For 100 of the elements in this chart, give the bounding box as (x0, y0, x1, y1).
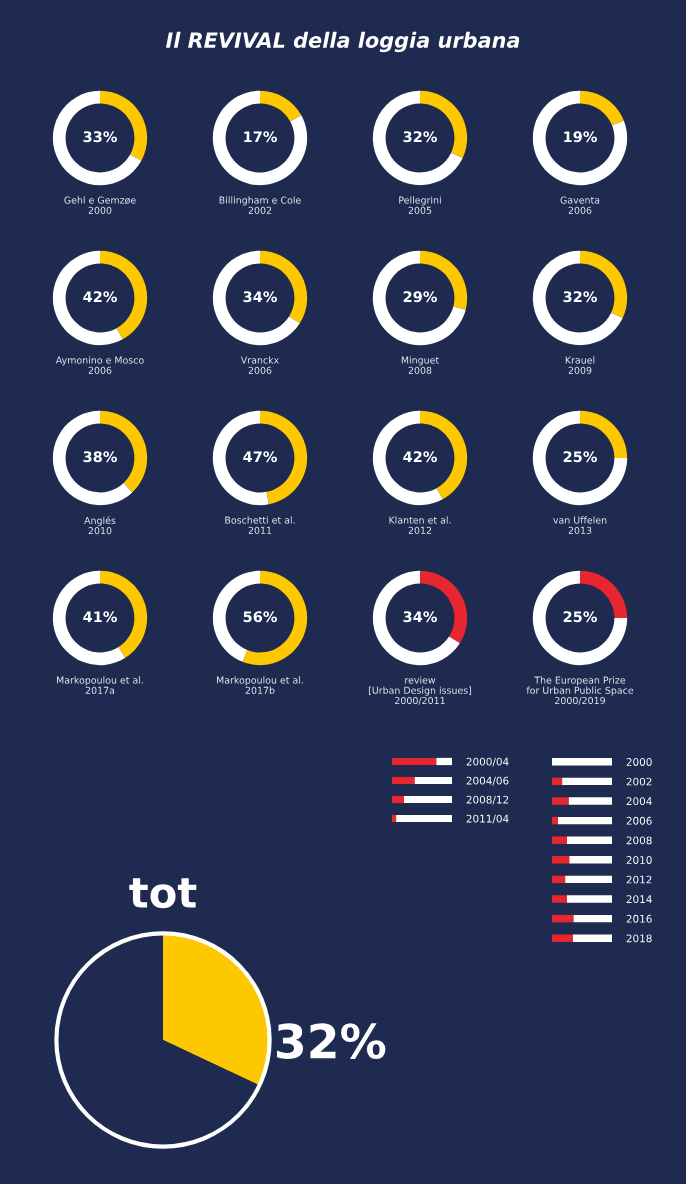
text: 2012 (408, 526, 432, 534)
y-tick-label: 2000/04 (466, 757, 509, 767)
y-tick-label: 2016 (626, 914, 652, 923)
y-tick-label: 2006 (626, 816, 652, 825)
donut-slice (372, 90, 463, 186)
text: review (405, 676, 436, 684)
text: 2010 (88, 527, 112, 535)
data-label: 38% (83, 451, 117, 463)
bar (396, 814, 452, 823)
bar (573, 914, 612, 923)
y-tick-label: 2018 (626, 934, 652, 943)
text: 2000 (88, 206, 112, 214)
text: 2006 (248, 366, 272, 374)
text: Billingham e Cole (219, 196, 301, 206)
data-label: 32% (403, 131, 437, 143)
text: Il REVIVAL della loggia urbana (165, 31, 520, 53)
donut-slice (532, 570, 628, 666)
text: 2011 (248, 526, 272, 534)
y-tick-label: 2008/12 (466, 795, 509, 805)
bar (552, 875, 566, 884)
text: [Urban Design issues] 2000/2011 (368, 686, 472, 705)
bar (392, 776, 415, 785)
text: for Urban Public Space 2000/2019 (526, 686, 634, 705)
text: 2008 (408, 366, 432, 374)
bar (568, 797, 612, 805)
data-label: 19% (564, 131, 597, 143)
text: 2002 (248, 206, 272, 214)
bar (392, 795, 404, 804)
y-tick-label: 2004/06 (466, 776, 509, 786)
y-tick-label: 2011/04 (466, 814, 509, 824)
bar (567, 836, 612, 844)
chart-title: tot (129, 878, 197, 909)
text: The European Prize (534, 676, 626, 686)
bar (552, 856, 570, 864)
text: Anglés (84, 516, 116, 526)
bar (414, 776, 452, 785)
bar (552, 816, 558, 825)
text: Gaventa (560, 196, 600, 204)
text: Minguet (401, 356, 439, 366)
bar (558, 816, 612, 825)
donut-slice (532, 250, 623, 346)
data-label: 34% (403, 611, 437, 623)
y-tick-label: 2008 (626, 836, 652, 845)
bar (552, 797, 569, 805)
bar (392, 814, 397, 823)
text: Markopoulou et al. (217, 676, 303, 686)
text: 2009 (568, 366, 592, 374)
y-tick-label: 2014 (626, 895, 652, 904)
donut-slice (52, 570, 126, 666)
data-label: 32% (563, 291, 597, 303)
donut-slice (52, 90, 142, 186)
data-label: 29% (403, 291, 437, 303)
text: Pellegrini (399, 196, 441, 206)
data-label: 34% (243, 291, 277, 303)
text: Vranckx (240, 356, 279, 364)
text: 2006 (88, 366, 112, 374)
bar (552, 836, 567, 844)
data-label: 25% (563, 611, 597, 623)
donut-slice (580, 90, 624, 126)
text: Markopoulou et al. (57, 676, 143, 686)
donut-slice (372, 250, 466, 346)
donut-slice (52, 410, 133, 506)
bar (573, 934, 612, 942)
text: 2013 (568, 526, 592, 534)
bar (404, 795, 452, 804)
donut-slice (260, 90, 302, 122)
bar (565, 875, 612, 884)
data-label: 33% (83, 131, 117, 143)
data-label: 17% (244, 131, 277, 143)
donut-slice (372, 570, 460, 666)
bar (392, 757, 437, 766)
y-tick-label: 2002 (626, 777, 652, 786)
data-label: 47% (243, 451, 277, 463)
donut-slice (532, 410, 628, 506)
bar (552, 777, 563, 786)
data-label: 25% (563, 451, 597, 463)
bar (552, 895, 567, 903)
text: Boschetti et al. (225, 516, 295, 524)
text: Krauel (565, 356, 595, 364)
y-tick-label: 2000 (626, 758, 652, 766)
donut-slice (52, 250, 123, 346)
donut-slice (372, 410, 443, 506)
donut-slice (212, 90, 308, 186)
donut-slice (532, 90, 628, 186)
y-tick-label: 2010 (626, 856, 652, 864)
text: 2017b (245, 686, 275, 694)
data-label: 56% (243, 611, 277, 623)
data-label: 42% (83, 291, 117, 303)
bar (552, 758, 612, 766)
text: 2005 (408, 206, 432, 214)
y-tick-label: 2004 (626, 797, 652, 806)
text: van Uffelen (553, 516, 607, 524)
data-label: 41% (83, 611, 117, 623)
bar (552, 934, 573, 942)
text: Klanten et al. (389, 516, 451, 524)
bar (569, 856, 612, 864)
data-label: 32% (277, 1023, 386, 1060)
text: 2006 (568, 206, 592, 214)
donut-slice (212, 250, 300, 346)
y-tick-label: 2012 (626, 875, 652, 884)
